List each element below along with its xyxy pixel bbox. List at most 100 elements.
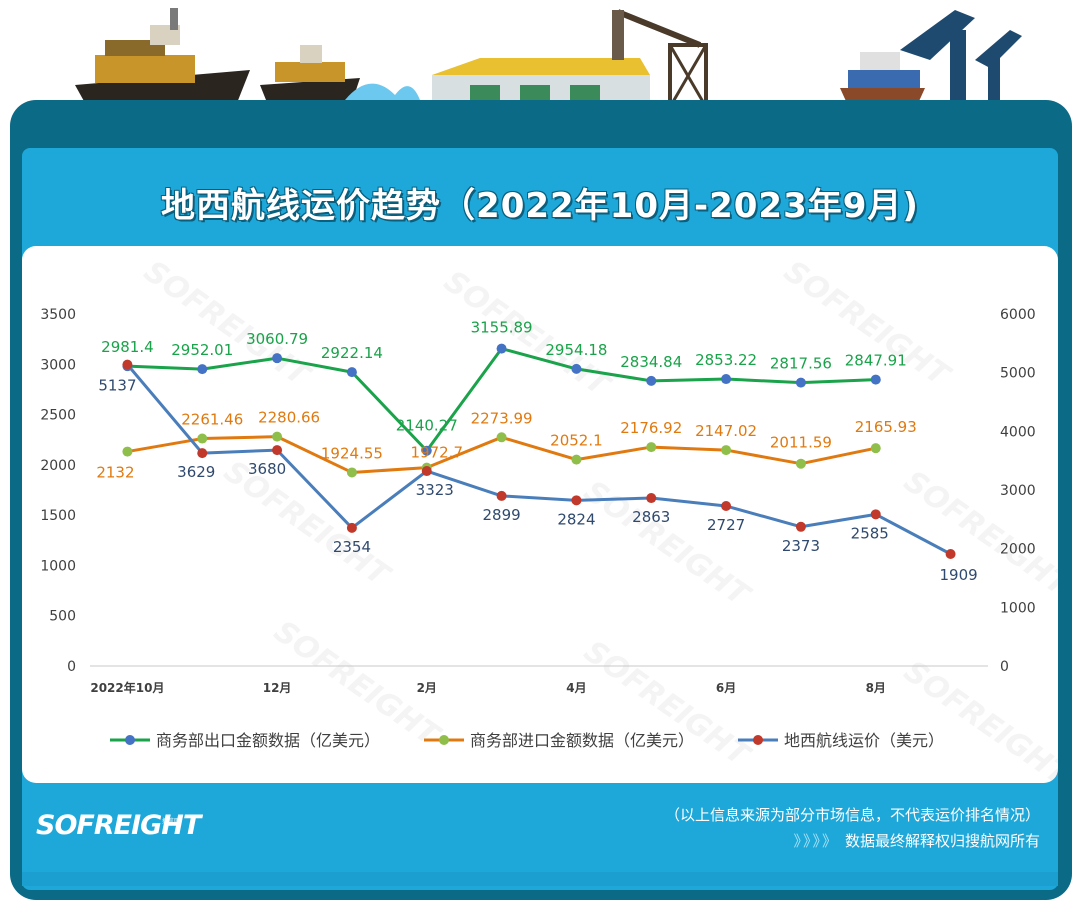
data-label: 2834.84 [620, 353, 682, 371]
rights-note: 数据最终解释权归搜航网所有 [844, 832, 1040, 850]
data-point [945, 549, 956, 560]
series-3: 5137 3629 3680 2354 3323 2899 2824 2863 2727 2373… [98, 359, 978, 584]
data-label: 1909 [939, 566, 977, 584]
port-cranes-right-icon [900, 10, 1022, 108]
data-label: 2952.01 [171, 341, 233, 359]
data-label: 2847.91 [845, 352, 907, 370]
data-label: 2922.14 [321, 344, 383, 362]
arrows-icon: 》》》》 [793, 832, 839, 850]
y-left-tick-label: 0 [67, 659, 76, 675]
data-label: 2817.56 [770, 355, 832, 373]
watermark-text: SOFREIGHT [217, 454, 397, 595]
page-title: 地西航线运价趋势（2022年10月-2023年9月) [161, 186, 919, 226]
series-layer: 2981.4 2952.01 3060.79 2922.14 2140.27 3155.8… [96, 319, 977, 584]
data-label: 2132 [96, 464, 134, 482]
bottom-strip [22, 872, 1058, 886]
data-label: 3680 [248, 460, 286, 478]
data-point [346, 467, 357, 478]
y-right-tick-label: 2000 [1000, 542, 1036, 558]
data-point [870, 443, 881, 454]
waves-icon [345, 83, 420, 100]
data-point [795, 521, 806, 532]
x-axis: 2022年10月 12月 2月 4月 6月 8月 [90, 665, 988, 695]
legend-entry: 地西航线运价（美元） [784, 731, 944, 750]
data-point [272, 431, 283, 442]
data-point [496, 343, 507, 354]
watermark-text: SOFREIGHT [577, 474, 757, 615]
data-point [571, 363, 582, 374]
y-right-tick-label: 5000 [1000, 366, 1036, 382]
warehouse-icon [432, 58, 650, 105]
data-point [571, 454, 582, 465]
data-point [646, 493, 657, 504]
y-right-tick-label: 3000 [1000, 483, 1036, 499]
data-label: 1972.7 [411, 444, 464, 462]
data-point [272, 445, 283, 456]
data-point [721, 445, 732, 456]
data-label: 2954.18 [545, 341, 607, 359]
data-label: 3060.79 [246, 330, 308, 348]
chart-card: SOFREIGHT SOFREIGHT SOFREIGHT SOFREIGHT SOFR… [22, 246, 1058, 783]
x-tick-label: 4月 [566, 681, 586, 695]
data-label: 2147.02 [695, 422, 757, 440]
y-left-tick-label: 3000 [40, 357, 76, 373]
data-label: 2052.1 [550, 432, 603, 450]
y-left-tick-label: 3500 [40, 307, 76, 323]
data-label: 2261.46 [181, 411, 243, 429]
data-point [197, 433, 208, 444]
data-point [496, 490, 507, 501]
data-label: 2140.27 [396, 417, 458, 435]
y-right-tick-label: 0 [1000, 659, 1009, 675]
data-label: 2354 [333, 538, 371, 556]
x-tick-label: 12月 [263, 681, 292, 695]
data-label: 3155.89 [471, 319, 533, 337]
x-tick-label: 2022年10月 [90, 680, 164, 695]
data-point [496, 432, 507, 443]
data-label: 2981.4 [101, 338, 154, 356]
watermark-text: SOFREIGHT [137, 254, 317, 395]
data-point [795, 458, 806, 469]
y-axis-right: 0 1000 2000 3000 4000 5000 6000 [1000, 307, 1036, 675]
data-label: 5137 [98, 377, 136, 395]
data-label: 2011.59 [770, 434, 832, 452]
data-point [870, 509, 881, 520]
legend-swatch-marker [125, 735, 135, 745]
logo-subtext: 搜航网 [162, 818, 181, 825]
sofreight-logo: SOFREIGHT [36, 810, 201, 841]
data-label: 2727 [707, 516, 745, 534]
legend-swatch-marker [439, 735, 449, 745]
legend-entry: 商务部进口金额数据（亿美元） [470, 731, 694, 750]
x-tick-label: 8月 [866, 681, 886, 695]
data-point [421, 445, 432, 456]
series-line [126, 363, 952, 556]
y-right-tick-label: 4000 [1000, 424, 1036, 440]
data-label: 3629 [177, 463, 215, 481]
data-point [795, 377, 806, 388]
data-point [421, 466, 432, 477]
legend: 商务部出口金额数据（亿美元） 商务部进口金额数据（亿美元） 地西航线运价（美元） [110, 731, 944, 750]
data-point [646, 375, 657, 386]
watermark-text: SOFREIGHT [897, 654, 1058, 783]
data-point [272, 353, 283, 364]
y-right-tick-label: 6000 [1000, 307, 1036, 323]
data-label: 2899 [482, 506, 520, 524]
series-1: 2981.4 2952.01 3060.79 2922.14 2140.27 3155.8… [101, 319, 907, 456]
data-point [122, 446, 133, 457]
data-label: 3323 [416, 481, 454, 499]
rights-note-row: 》》》》 数据最终解释权归搜航网所有 [793, 830, 1040, 851]
data-label: 1924.55 [321, 444, 383, 462]
legend-swatch-marker [753, 735, 763, 745]
y-axis-left: 0 500 1000 1500 2000 2500 3000 3500 [40, 307, 76, 675]
y-left-tick-label: 1500 [40, 508, 76, 524]
y-left-tick-label: 2500 [40, 408, 76, 424]
data-label: 2853.22 [695, 351, 757, 369]
y-left-tick-label: 1000 [40, 558, 76, 574]
data-point [346, 522, 357, 533]
x-tick-label: 6月 [716, 681, 736, 695]
data-label: 2863 [632, 508, 670, 526]
port-illustration [75, 8, 1022, 112]
source-note: （以上信息来源为部分市场信息，不代表运价排名情况） [664, 806, 1040, 824]
data-point [646, 442, 657, 453]
